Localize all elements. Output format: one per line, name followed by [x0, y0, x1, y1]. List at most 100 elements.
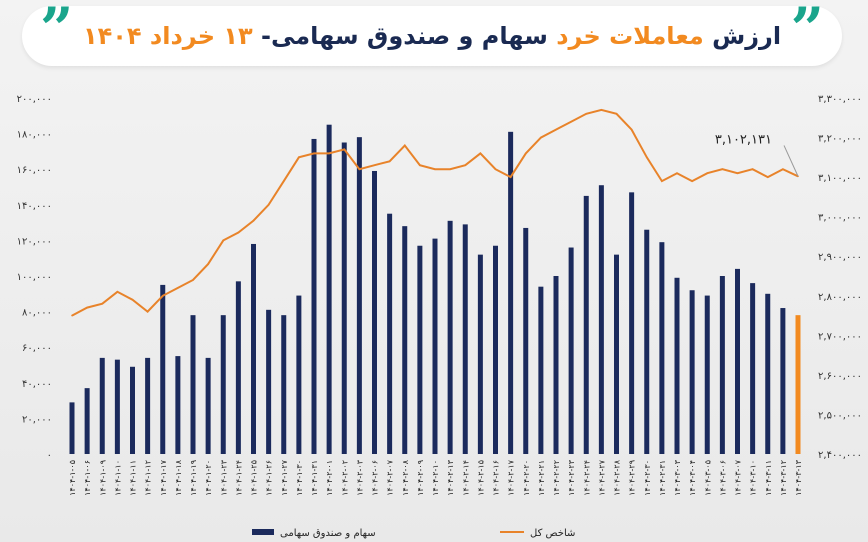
x-axis-tick: ۱۴۰۴-۲-۱۳ [446, 459, 455, 496]
index-point-۱۴۰۴-۲-۲۷ [600, 109, 603, 111]
bar-۱۴۰۴-۳-۱۱ [765, 293, 771, 454]
left-axis-tick: ۱۶۰,۰۰۰ [17, 165, 52, 176]
index-point-۱۴۰۴-۳-۰۵ [706, 172, 709, 174]
bar-۱۴۰۴-۳-۱۳ [795, 315, 801, 454]
index-point-۱۴۰۴-۲-۲۸ [615, 113, 618, 115]
x-axis-tick: ۱۴۰۴-۲-۰۲ [340, 460, 349, 496]
index-point-۱۴۰۴-۳-۰۴ [691, 180, 693, 182]
title-part-5: خرداد ۱۴۰۴ [82, 22, 215, 50]
x-axis-tick: ۱۴۰۴-۲-۱۴ [461, 460, 470, 496]
x-axis-tick: ۱۴۰۴-۲-۳۱ [658, 460, 667, 496]
index-point-۱۴۰۴-۱-۰۵ [71, 314, 73, 317]
index-point-۱۴۰۴-۲-۲۰ [524, 152, 527, 155]
bar-۱۴۰۴-۱-۰۹ [99, 357, 105, 454]
legend-line-label: شاخص کل [530, 528, 575, 539]
bar-۱۴۰۴-۲-۲۱ [538, 286, 544, 454]
index-point-۱۴۰۴-۲-۱۴ [464, 164, 467, 167]
x-axis-tick: ۱۴۰۴-۳-۱۱ [764, 460, 773, 496]
x-axis-tick: ۱۴۰۴-۳-۰۷ [734, 459, 743, 496]
left-axis-tick: ۲۰۰,۰۰۰ [17, 94, 52, 105]
bar-۱۴۰۴-۱-۳۰ [296, 295, 302, 454]
bar-۱۴۰۴-۱-۲۶ [266, 309, 272, 454]
bar-۱۴۰۴-۲-۰۹ [417, 245, 423, 454]
index-point-۱۴۰۴-۲-۰۷ [388, 160, 391, 163]
bar-۱۴۰۴-۱-۱۸ [175, 356, 181, 454]
bar-۱۴۰۴-۳-۰۵ [704, 295, 710, 454]
index-point-۱۴۰۴-۲-۰۲ [343, 148, 346, 151]
left-axis-tick: ۱۸۰,۰۰۰ [17, 130, 52, 141]
bar-۱۴۰۴-۳-۱۰ [750, 283, 756, 454]
right-axis-tick: ۳,۲۰۰,۰۰۰ [818, 134, 862, 145]
right-axis-tick: ۳,۱۰۰,۰۰۰ [818, 173, 862, 184]
x-axis-tick: ۱۴۰۴-۲-۱۷ [507, 459, 516, 496]
title-part-4: ۱۳ [223, 22, 253, 50]
index-point-۱۴۰۴-۱-۲۴ [237, 231, 240, 234]
bar-۱۴۰۴-۱-۲۴ [235, 281, 241, 454]
left-axis-tick: ۶۰,۰۰۰ [22, 343, 52, 354]
x-axis-tick: ۱۴۰۴-۱-۱۲ [144, 460, 153, 496]
x-axis-tick: ۱۴۰۴-۲-۲۷ [597, 459, 606, 496]
right-axis-tick: ۲,۹۰۰,۰۰۰ [818, 252, 862, 263]
bar-۱۴۰۴-۲-۳۱ [659, 242, 665, 454]
index-point-۱۴۰۴-۲-۰۱ [328, 152, 330, 155]
x-axis-tick: ۱۴۰۴-۲-۲۹ [628, 460, 637, 496]
left-axis-tick: ۰ [47, 450, 52, 461]
index-point-۱۴۰۴-۱-۲۷ [282, 180, 285, 182]
index-point-۱۴۰۴-۱-۰۹ [101, 302, 104, 305]
x-axis-tick: ۱۴۰۴-۳-۱۲ [779, 460, 788, 496]
quote-mark-left-icon: ” [40, 0, 74, 63]
index-point-۱۴۰۴-۱-۱۲ [146, 310, 149, 313]
x-axis-tick: ۱۴۰۴-۲-۱۶ [492, 460, 501, 496]
index-point-۱۴۰۴-۲-۳۱ [661, 180, 663, 182]
bar-۱۴۰۴-۲-۰۱ [326, 124, 332, 454]
left-axis-tick: ۴۰,۰۰۰ [22, 379, 52, 390]
left-axis-tick: ۱۴۰,۰۰۰ [17, 201, 52, 212]
bar-۱۴۰۴-۱-۱۲ [145, 357, 151, 454]
x-axis-tick: ۱۴۰۴-۳-۱۳ [794, 459, 803, 496]
bar-۱۴۰۴-۲-۲۰ [523, 227, 529, 454]
x-axis-tick: ۱۴۰۴-۱-۲۶ [265, 460, 274, 496]
x-axis-tick: ۱۴۰۴-۱-۱۸ [174, 459, 183, 496]
bar-۱۴۰۴-۱-۰۶ [84, 388, 90, 454]
bar-۱۴۰۴-۲-۰۲ [341, 142, 347, 454]
bar-۱۴۰۴-۲-۰۸ [402, 226, 408, 454]
title-banner: ” ارزش معاملات خرد سهام و صندوق سهامی- ۱… [22, 0, 842, 66]
bar-۱۴۰۴-۲-۲۸ [614, 254, 619, 454]
x-axis-tick: ۱۴۰۴-۳-۰۶ [718, 460, 727, 496]
index-point-۱۴۰۴-۲-۰۸ [403, 144, 406, 147]
bar-۱۴۰۴-۱-۱۷ [160, 284, 166, 454]
x-axis-tick: ۱۴۰۴-۲-۰۷ [386, 459, 395, 496]
title-part-3: سهام و صندوق سهامی- [261, 22, 548, 50]
x-axis-tick: ۱۴۰۴-۱-۳۰ [295, 460, 304, 496]
bar-۱۴۰۴-۳-۰۶ [719, 276, 725, 454]
x-axis-tick: ۱۴۰۴-۱-۱۷ [159, 459, 168, 496]
bar-۱۴۰۴-۱-۲۰ [205, 357, 211, 454]
index-point-۱۴۰۴-۲-۱۰ [434, 168, 436, 170]
bar-۱۴۰۴-۲-۱۶ [493, 245, 498, 454]
index-point-۱۴۰۴-۱-۳۰ [298, 156, 300, 159]
left-axis-tick: ۱۰۰,۰۰۰ [17, 272, 52, 283]
index-point-۱۴۰۴-۲-۲۳ [570, 120, 572, 123]
index-point-۱۴۰۴-۱-۱۰ [116, 291, 119, 293]
x-axis-tick: ۱۴۰۴-۲-۱۵ [476, 460, 485, 496]
index-point-۱۴۰۴-۲-۱۳ [449, 168, 451, 170]
x-axis-tick: ۱۴۰۴-۱-۱۹ [189, 460, 198, 496]
x-axis-tick: ۱۴۰۴-۱-۳۱ [310, 460, 319, 496]
bar-۱۴۰۴-۲-۱۴ [462, 224, 468, 454]
x-axis-tick: ۱۴۰۴-۱-۲۰ [204, 460, 213, 496]
right-axis-tick: ۲,۵۰۰,۰۰۰ [818, 410, 862, 421]
right-axis-tick: ۲,۶۰۰,۰۰۰ [818, 371, 862, 382]
index-point-۱۴۰۴-۱-۲۳ [222, 239, 225, 242]
index-point-۱۴۰۴-۲-۰۳ [358, 168, 361, 170]
index-point-۱۴۰۴-۱-۱۸ [177, 287, 179, 289]
x-axis-tick: ۱۴۰۴-۳-۰۵ [703, 460, 712, 496]
bar-۱۴۰۴-۱-۱۰ [114, 359, 120, 454]
index-point-۱۴۰۴-۳-۰۶ [721, 168, 724, 170]
legend-bars-label: سهام و صندوق سهامی [280, 528, 376, 539]
right-axis-tick: ۳,۰۰۰,۰۰۰ [818, 213, 862, 224]
index-point-۱۴۰۴-۳-۱۰ [751, 168, 754, 170]
bar-۱۴۰۴-۳-۰۳ [674, 277, 680, 454]
title-part-2: معاملات خرد [556, 22, 704, 50]
right-axis-tick: ۲,۴۰۰,۰۰۰ [818, 450, 862, 461]
index-point-۱۴۰۴-۱-۱۹ [192, 279, 194, 281]
